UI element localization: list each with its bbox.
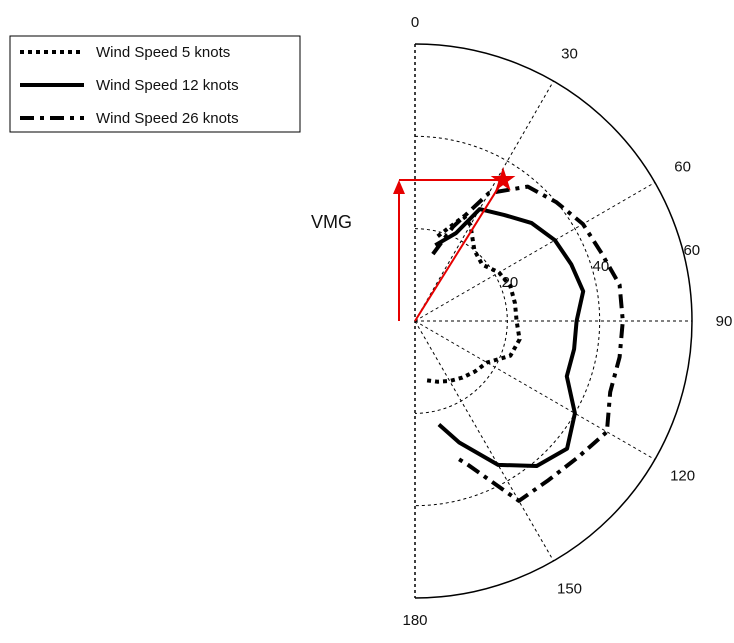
series-line-2 <box>434 207 586 468</box>
theta-tick-label: 30 <box>561 45 578 62</box>
legend-label-5-knots: Wind Speed 5 knots <box>96 44 230 61</box>
theta-tick-label: 90 <box>716 313 733 330</box>
grid-spoke <box>414 80 554 322</box>
grid-spoke <box>414 320 656 460</box>
theta-tick-label: 150 <box>557 581 582 598</box>
grid-spoke <box>414 320 554 562</box>
vmg-label: VMG <box>311 212 352 232</box>
theta-tick-label: 180 <box>402 612 427 629</box>
legend-label-12-knots: Wind Speed 12 knots <box>96 77 239 94</box>
vmg-annotation: VMG <box>311 167 516 322</box>
optimum-heading-line <box>414 179 504 322</box>
legend-label-26-knots: Wind Speed 26 knots <box>96 110 239 127</box>
theta-tick-label: 120 <box>670 468 695 485</box>
theta-tick-label: 60 <box>674 159 691 176</box>
vmg-arrow-head <box>393 180 405 195</box>
radial-tick-label: 60 <box>683 242 700 259</box>
legend: Wind Speed 5 knots Wind Speed 12 knots W… <box>9 35 301 133</box>
grid-spoke <box>414 182 656 322</box>
theta-tick-label: 0 <box>411 14 419 31</box>
grid-circle <box>414 135 601 507</box>
optimum-star-marker <box>490 167 516 191</box>
series-group <box>425 184 625 503</box>
series-line-3 <box>431 184 625 503</box>
